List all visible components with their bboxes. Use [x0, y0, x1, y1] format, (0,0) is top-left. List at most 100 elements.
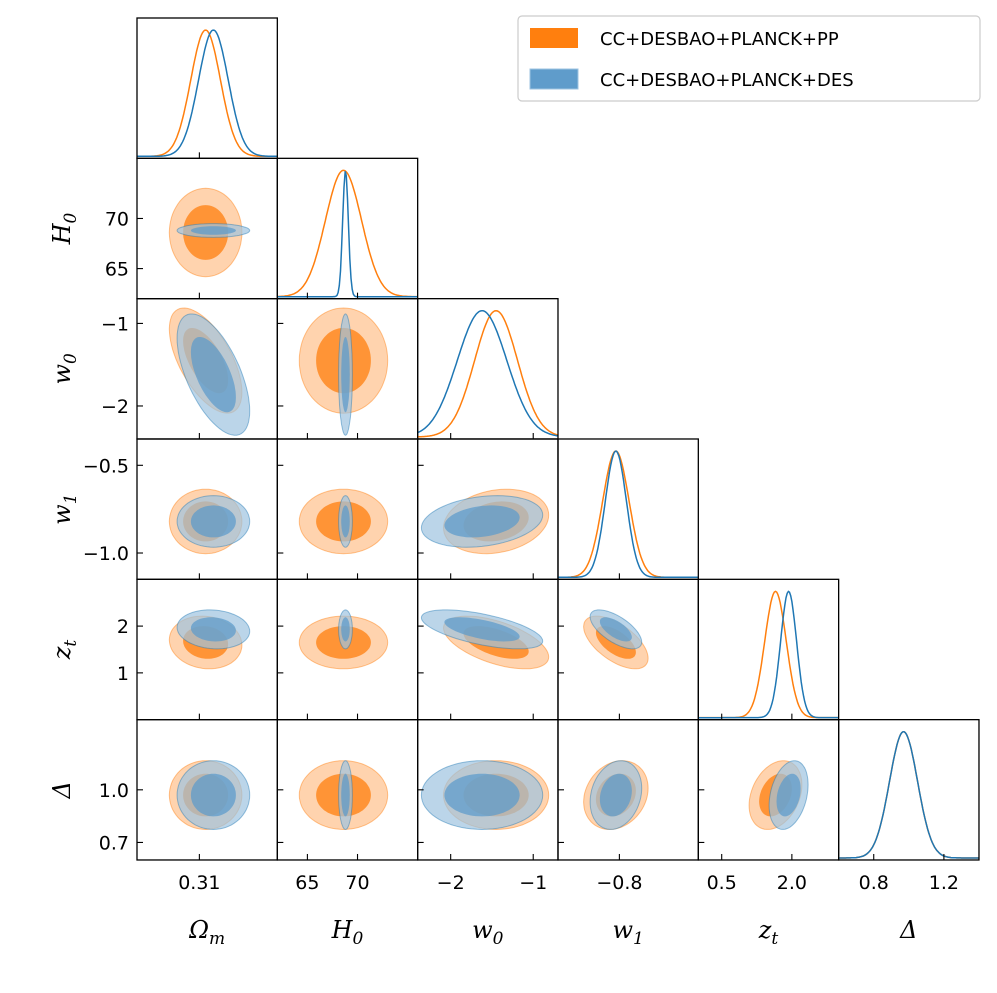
- y-tick-label-w1: −1.0: [83, 543, 129, 565]
- marginal-curve-a: [838, 731, 979, 859]
- marginal-curve-a: [277, 169, 418, 298]
- contour-68-b: [190, 505, 236, 538]
- contour-68-b: [776, 773, 801, 817]
- legend-label-a: CC+DESBAO+PLANCK+PP: [600, 29, 839, 50]
- x-axis-label-om: Ωm: [188, 916, 225, 949]
- legend-frame: [517, 15, 981, 102]
- y-tick-label-h0: 70: [105, 208, 129, 230]
- panel-content: [583, 760, 649, 830]
- panel-content: [558, 450, 699, 579]
- panel-w1-w1: [557, 438, 699, 580]
- x-tick-label-om: 0.31: [178, 872, 220, 894]
- x-tick-label-w0: −1: [519, 872, 547, 894]
- y-axis-label-zt: zt: [48, 640, 81, 661]
- legend-swatch-b: [529, 68, 579, 90]
- legend-label-b: CC+DESBAO+PLANCK+DES: [600, 70, 854, 91]
- panel-content: [298, 307, 389, 436]
- panel-h0-h0: [276, 157, 419, 300]
- panel-content: [168, 760, 251, 831]
- panel-content: [137, 29, 278, 158]
- panel-om-om: [136, 17, 278, 159]
- contour-68-b: [341, 505, 350, 538]
- contour-68-b: [190, 337, 236, 413]
- x-tick-label-h0: 70: [345, 872, 369, 894]
- legend: CC+DESBAO+PLANCK+PP CC+DESBAO+PLANCK+DES: [517, 15, 981, 102]
- panel-content: [420, 488, 550, 555]
- x-axis-label-w1: w1: [612, 916, 643, 949]
- panel-frame: [838, 719, 980, 861]
- panel-content: [298, 488, 389, 555]
- marginal-curve-b: [698, 590, 839, 719]
- legend-swatch-a: [530, 28, 578, 48]
- panel-content: [420, 760, 550, 831]
- y-tick-label-zt: 2: [117, 616, 129, 638]
- panel-delta-delta: [838, 719, 980, 861]
- x-axis-label-w0: w0: [472, 916, 504, 949]
- panel-content: [420, 609, 550, 670]
- axis-labels-layer: 0.31 Ωm 65 70 H0 −2 −1 w0 −0.8 w1 0.5 2.0 zt 0.8 1.2 Δ 6…: [48, 208, 959, 949]
- panel-zt-om: [136, 578, 278, 721]
- y-axis-label-h0: H0: [48, 212, 81, 245]
- marginal-curve-b: [137, 29, 278, 158]
- panel-content: [168, 187, 251, 278]
- panel-w0-h0: [276, 298, 419, 440]
- y-tick-label-delta: 1.0: [99, 780, 129, 802]
- panel-content: [298, 609, 389, 670]
- marginal-curve-b: [417, 309, 558, 437]
- contour-68-b: [444, 617, 520, 642]
- y-axis-label-w0: w0: [48, 353, 81, 385]
- x-axis-label-delta: Δ: [899, 916, 917, 944]
- panel-w0-om: [136, 298, 278, 440]
- x-tick-label-w0: −2: [437, 872, 465, 894]
- panel-delta-w0: [417, 719, 559, 861]
- panel-w1-w0: [417, 438, 559, 580]
- panel-w0-w0: [417, 298, 559, 440]
- panel-content: [168, 488, 251, 555]
- marginal-curve-b: [558, 450, 699, 579]
- panel-zt-zt: [697, 578, 840, 721]
- panels-layer: [136, 17, 980, 861]
- contour-68-b: [444, 773, 520, 817]
- marginal-curve-a: [698, 590, 839, 719]
- y-tick-label-h0: 65: [105, 259, 129, 281]
- x-axis-label-h0: H0: [331, 916, 364, 949]
- panel-content: [838, 731, 979, 859]
- contour-68-b: [599, 773, 632, 817]
- panel-content: [698, 590, 839, 719]
- panel-delta-om: [136, 719, 278, 861]
- x-tick-label-h0: 65: [295, 872, 319, 894]
- x-tick-label-zt: 0.5: [707, 872, 737, 894]
- y-tick-label-w1: −0.5: [83, 455, 129, 477]
- contour-68-b: [341, 337, 350, 413]
- contour-68-b: [341, 617, 350, 642]
- panel-w1-h0: [276, 438, 419, 580]
- panel-delta-w1: [557, 719, 699, 861]
- y-tick-label-w0: −1: [101, 313, 129, 335]
- panel-content: [168, 609, 251, 670]
- y-tick-label-w0: −2: [101, 396, 129, 418]
- panel-frame: [697, 578, 840, 721]
- panel-zt-h0: [276, 578, 419, 721]
- x-tick-label-delta: 1.2: [929, 872, 959, 894]
- marginal-curve-a: [417, 309, 558, 438]
- contour-68-b: [341, 773, 350, 817]
- marginal-curve-b: [277, 171, 418, 298]
- y-axis-label-delta: Δ: [48, 781, 76, 799]
- panel-content: [583, 609, 649, 670]
- panel-zt-w0: [417, 578, 559, 721]
- x-tick-label-delta: 0.8: [859, 872, 889, 894]
- contour-68-b: [190, 617, 236, 642]
- panel-content: [277, 169, 418, 298]
- x-tick-label-w1: −0.8: [596, 872, 642, 894]
- x-axis-label-zt: zt: [758, 916, 779, 949]
- contour-68-b: [190, 773, 236, 817]
- panel-delta-h0: [276, 719, 419, 861]
- marginal-curve-a: [137, 29, 278, 158]
- panel-content: [168, 307, 251, 436]
- y-tick-label-delta: 0.7: [99, 832, 129, 854]
- contour-68-b: [190, 226, 236, 235]
- panel-zt-w1: [557, 578, 699, 721]
- y-axis-label-w1: w1: [48, 493, 81, 524]
- panel-delta-zt: [697, 719, 840, 861]
